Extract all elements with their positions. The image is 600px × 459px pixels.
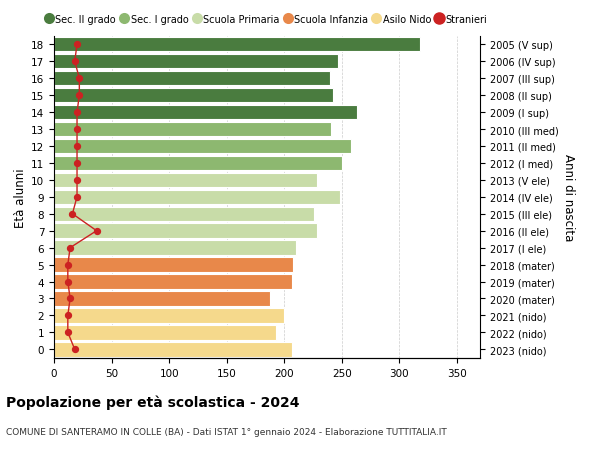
- Point: [63, 329, 73, 336]
- Point: [72, 41, 82, 49]
- Text: Popolazione per età scolastica - 2024: Popolazione per età scolastica - 2024: [6, 395, 299, 409]
- Point: [65, 295, 75, 302]
- Point: [70, 58, 80, 66]
- Legend: Sec. II grado, Sec. I grado, Scuola Primaria, Scuola Infanzia, Asilo Nido, Stran: Sec. II grado, Sec. I grado, Scuola Prim…: [43, 11, 491, 28]
- Point: [72, 160, 82, 167]
- Text: COMUNE DI SANTERAMO IN COLLE (BA) - Dati ISTAT 1° gennaio 2024 - Elaborazione TU: COMUNE DI SANTERAMO IN COLLE (BA) - Dati…: [6, 427, 447, 436]
- Point: [74, 92, 84, 100]
- Bar: [54, 72, 331, 86]
- Point: [63, 312, 73, 319]
- Bar: [54, 325, 276, 340]
- Bar: [54, 157, 342, 171]
- Bar: [54, 38, 420, 52]
- Point: [92, 228, 101, 235]
- Bar: [54, 342, 292, 357]
- Bar: [54, 241, 296, 255]
- Point: [65, 245, 75, 252]
- Point: [72, 194, 82, 201]
- Bar: [54, 275, 292, 289]
- Bar: [54, 140, 351, 154]
- Bar: [54, 224, 317, 238]
- Bar: [54, 308, 284, 323]
- Bar: [54, 258, 293, 272]
- Point: [72, 143, 82, 150]
- Point: [63, 278, 73, 285]
- Point: [74, 75, 84, 83]
- Bar: [54, 106, 357, 120]
- Bar: [54, 123, 331, 137]
- Point: [68, 211, 77, 218]
- Point: [72, 126, 82, 134]
- Bar: [54, 55, 338, 69]
- Y-axis label: Anni di nascita: Anni di nascita: [562, 154, 575, 241]
- Y-axis label: Età alunni: Età alunni: [14, 168, 27, 227]
- Bar: [54, 291, 271, 306]
- Point: [70, 346, 80, 353]
- Bar: [54, 207, 314, 221]
- Point: [72, 109, 82, 117]
- Point: [72, 177, 82, 184]
- Bar: [54, 190, 340, 205]
- Bar: [54, 89, 332, 103]
- Point: [63, 261, 73, 269]
- Bar: [54, 173, 317, 188]
